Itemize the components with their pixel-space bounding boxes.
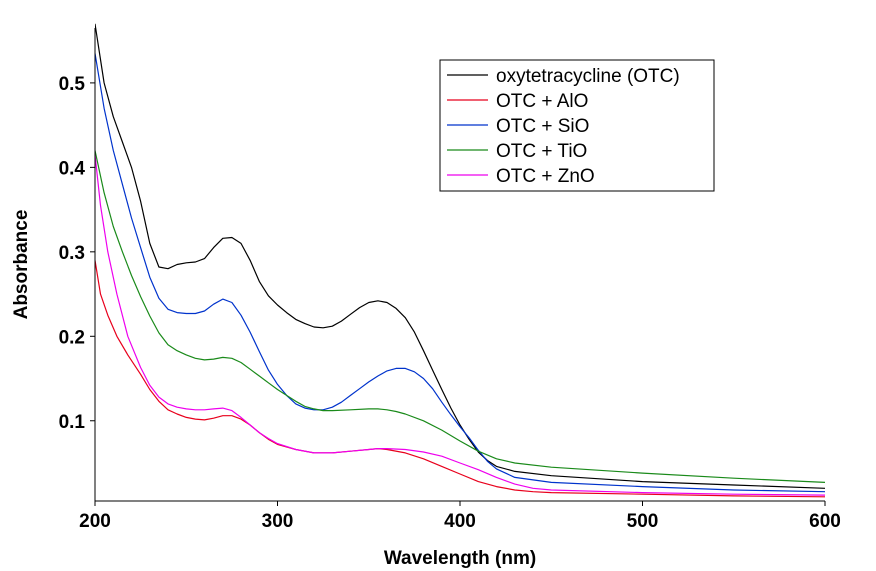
ticks-group: 200 300 400 500 600 0.1 0.2 0.3 0.4 0.5 [59,74,841,532]
x-axis-title: Wavelength (nm) [384,548,536,569]
y-axis-title: Absorbance [11,210,32,320]
series-line-1 [95,260,825,498]
series-line-0 [95,23,825,489]
legend-label-0: oxytetracycline (OTC) [496,66,680,87]
series-line-3 [95,150,825,483]
y-tick-label: 0.2 [59,327,85,348]
y-tick-label: 0.1 [59,412,86,433]
series-line-4 [95,154,825,496]
legend-label-1: OTC + AlO [496,91,588,112]
y-tick-label: 0.4 [59,158,86,179]
y-tick-label: 0.5 [59,74,86,95]
legend: oxytetracycline (OTC) OTC + AlO OTC + SiO O… [439,59,715,192]
x-tick-label: 200 [79,511,111,532]
x-tick-label: 300 [262,511,294,532]
legend-label-3: OTC + TiO [496,141,587,162]
x-tick-label: 400 [444,511,476,532]
x-tick-label: 600 [809,511,841,532]
plot-lines-group [95,23,825,498]
legend-box [439,59,715,192]
y-tick-label: 0.3 [59,243,85,264]
legend-label-2: OTC + SiO [496,116,589,137]
legend-label-4: OTC + ZnO [496,166,595,187]
x-tick-label: 500 [627,511,659,532]
